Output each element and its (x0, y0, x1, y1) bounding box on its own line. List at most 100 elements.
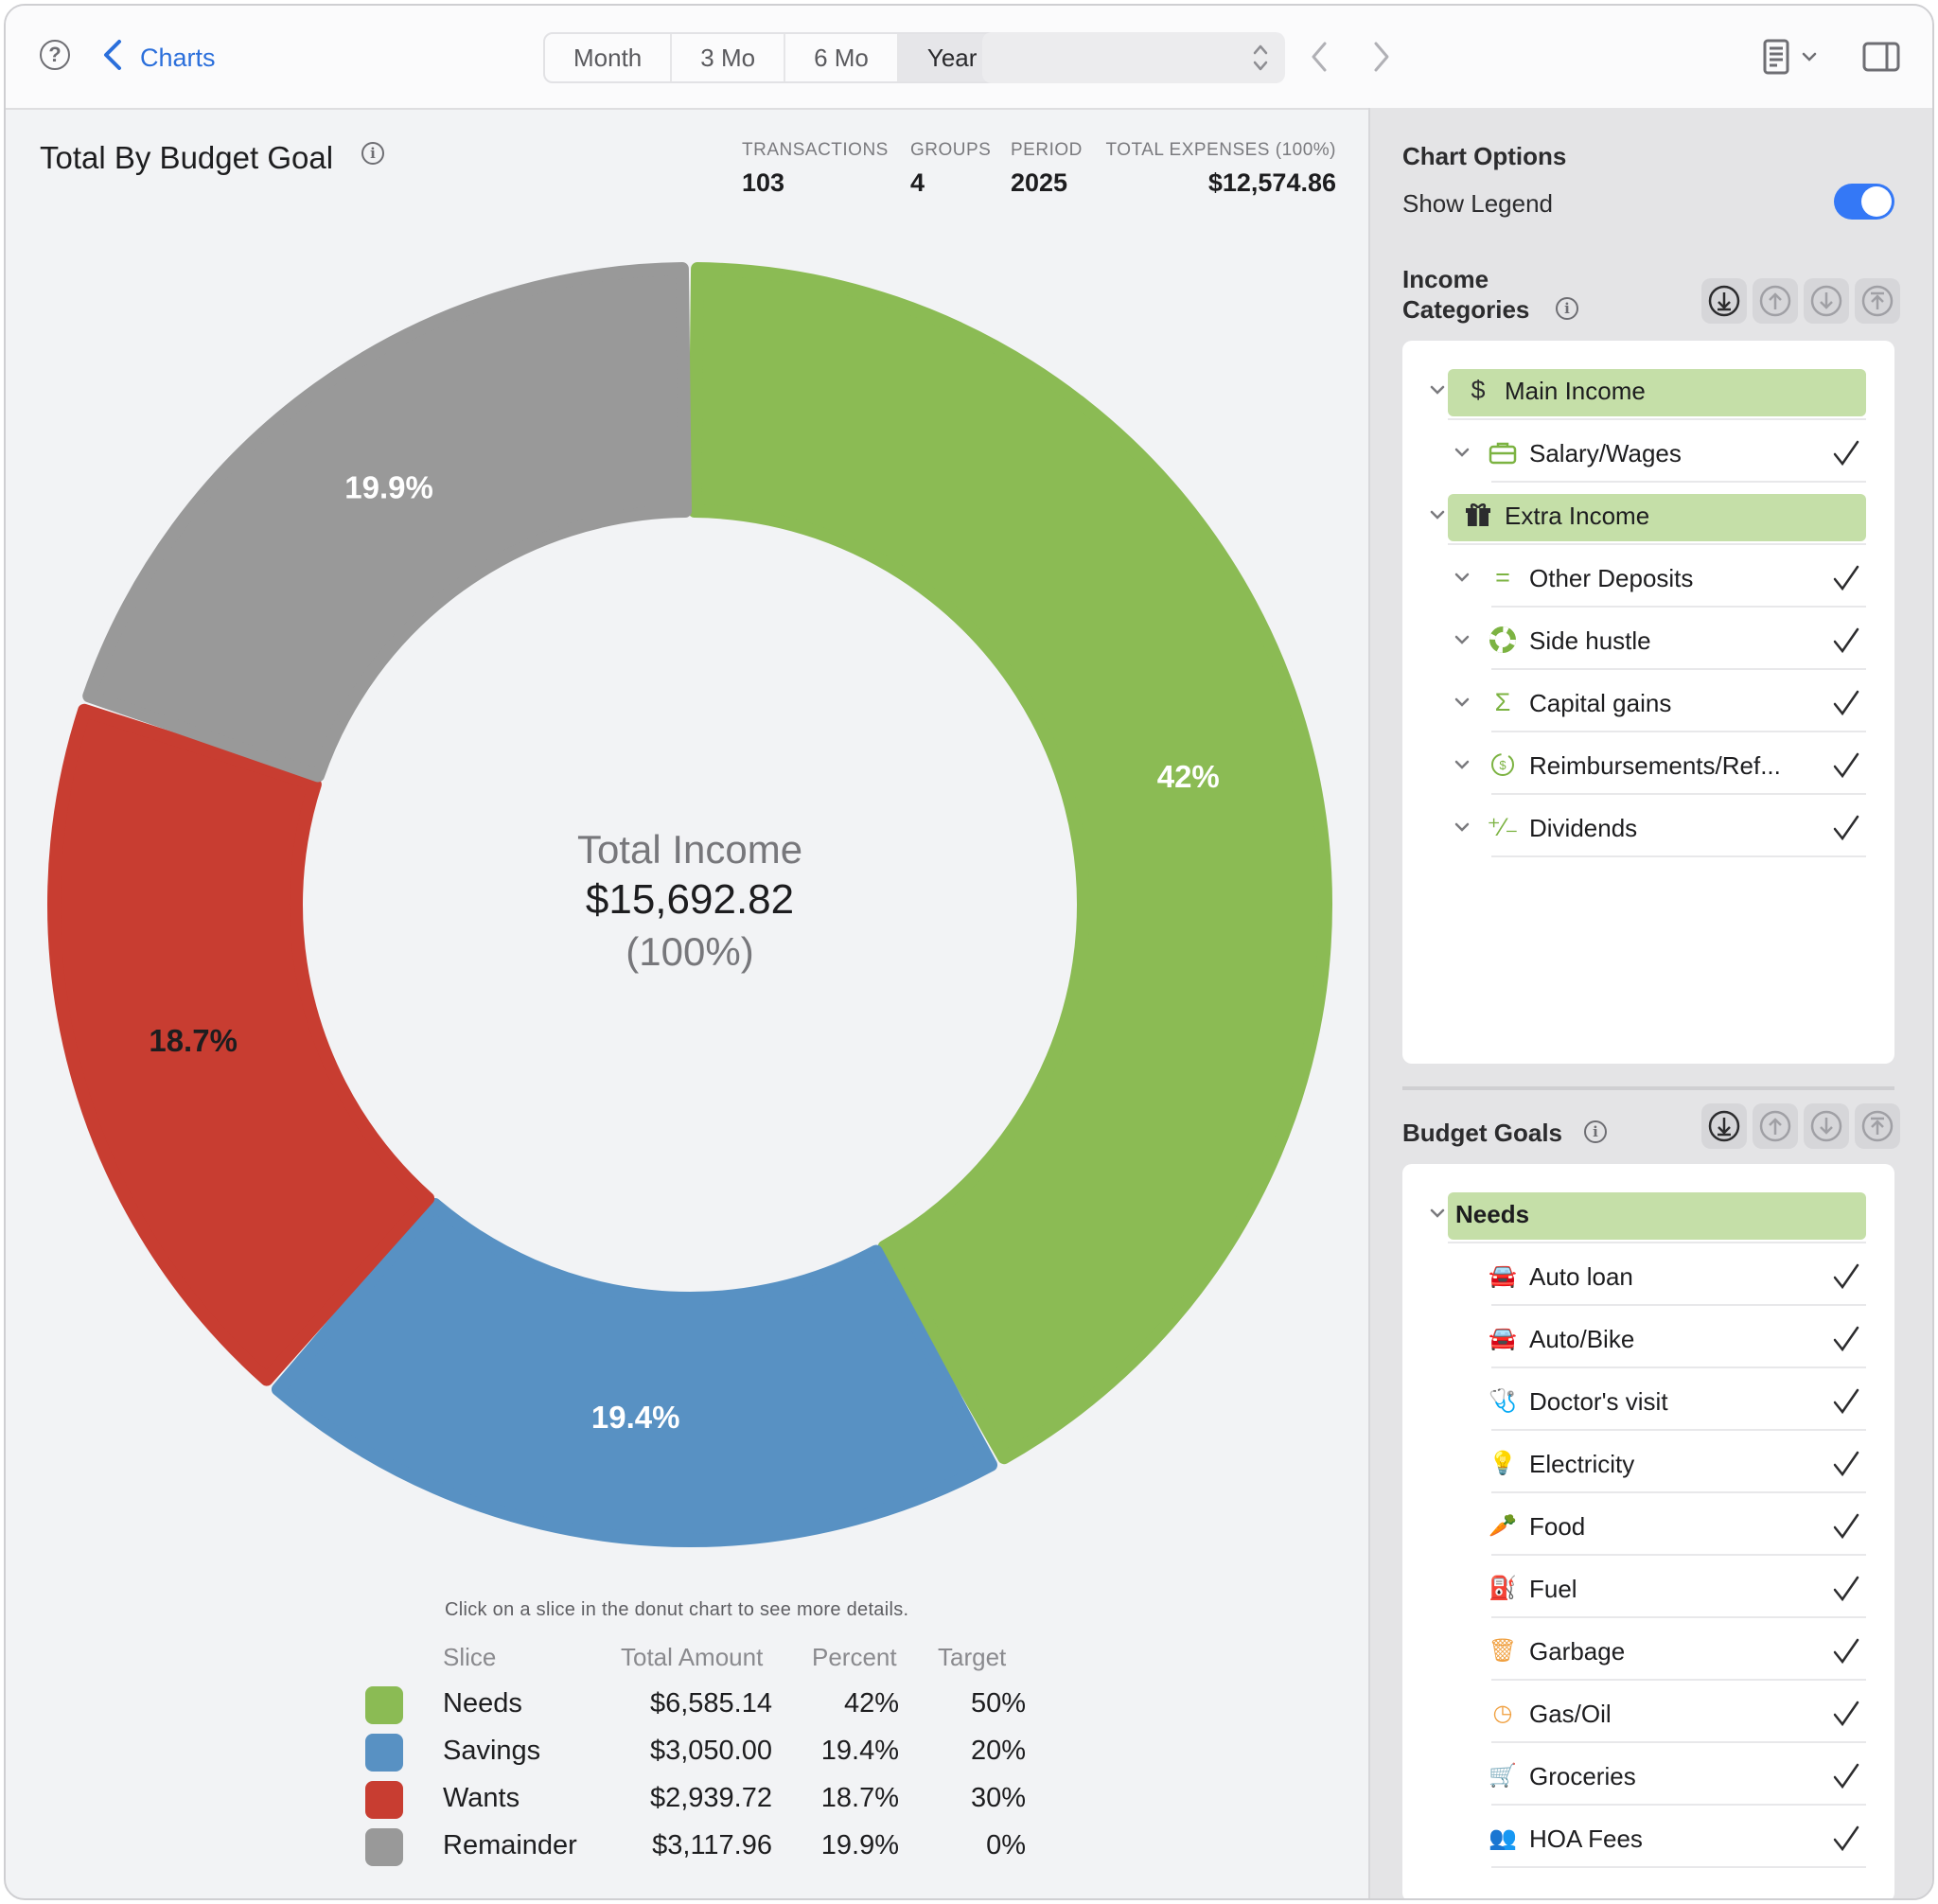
car-icon: 🚘 (1489, 1325, 1517, 1351)
list-item[interactable]: Salary/Wages (1402, 424, 1894, 483)
arrow-up-circle-icon (1759, 1110, 1791, 1142)
chevron-down-icon[interactable] (1454, 696, 1471, 708)
legend-target: 30% (970, 1783, 1026, 1813)
checkmark-icon[interactable] (1832, 1262, 1860, 1291)
item-label: Doctor's visit (1529, 1387, 1668, 1416)
chevron-down-icon[interactable] (1454, 821, 1471, 833)
list-item[interactable]: 👥 HOA Fees (1402, 1809, 1894, 1868)
checkmark-icon[interactable] (1832, 689, 1860, 717)
info-icon[interactable]: i (361, 142, 384, 165)
list-item[interactable]: 🥕 Food (1402, 1497, 1894, 1556)
list-item[interactable]: 🩺 Doctor's visit (1402, 1372, 1894, 1431)
expand-all-button[interactable] (1701, 278, 1747, 324)
item-label: Electricity (1529, 1450, 1635, 1478)
document-icon[interactable] (1762, 38, 1790, 76)
list-item[interactable]: Side hustle (1402, 611, 1894, 670)
checkmark-icon[interactable] (1832, 1637, 1860, 1666)
expand-all-button[interactable] (1701, 1103, 1747, 1149)
checkmark-icon[interactable] (1832, 1762, 1860, 1790)
info-icon[interactable]: i (1584, 1120, 1607, 1143)
stat-value: 103 (742, 168, 785, 197)
donut-slice-wants[interactable] (47, 703, 435, 1386)
chevron-left-icon[interactable] (100, 38, 127, 72)
list-item[interactable]: 🚘 Auto loan (1402, 1247, 1894, 1306)
move-up-button[interactable] (1753, 278, 1798, 324)
list-item[interactable]: ◷ Gas/Oil (1402, 1684, 1894, 1743)
item-label: Gas/Oil (1529, 1700, 1612, 1728)
stat-period: PERIOD 2025 (1011, 140, 1083, 198)
legend-row-needs[interactable]: Needs $6,585.14 42% 50% (365, 1683, 1028, 1728)
list-item[interactable]: 💡 Electricity (1402, 1435, 1894, 1493)
segment-month[interactable]: Month (545, 34, 673, 81)
info-icon[interactable]: i (1556, 297, 1578, 320)
chevron-down-icon[interactable] (1800, 49, 1819, 64)
list-item[interactable]: 🛒 Groceries (1402, 1747, 1894, 1806)
stethoscope-icon: 🩺 (1489, 1387, 1517, 1414)
list-item[interactable]: Σ Capital gains (1402, 674, 1894, 732)
item-label: Other Deposits (1529, 564, 1694, 592)
checkmark-icon[interactable] (1832, 1325, 1860, 1353)
segment-3-mo[interactable]: 3 Mo (672, 34, 786, 81)
checkmark-icon[interactable] (1832, 814, 1860, 842)
checkmark-icon[interactable] (1832, 751, 1860, 780)
donut-slice-remainder[interactable] (82, 262, 693, 783)
lightbulb-icon: 💡 (1489, 1450, 1517, 1476)
row-separator (1491, 606, 1866, 608)
legend-row-savings[interactable]: Savings $3,050.00 19.4% 20% (365, 1730, 1028, 1775)
checkmark-icon[interactable] (1832, 1575, 1860, 1603)
back-to-charts-link[interactable]: Charts (140, 44, 216, 72)
move-up-button[interactable] (1753, 1103, 1798, 1149)
period-select[interactable] (982, 32, 1285, 83)
sidebar-toggle-icon[interactable] (1862, 42, 1900, 72)
checkmark-icon[interactable] (1832, 1387, 1860, 1416)
next-period-icon[interactable] (1368, 40, 1393, 74)
checkmark-icon[interactable] (1832, 1450, 1860, 1478)
list-item[interactable]: $ Reimbursements/Ref... (1402, 736, 1894, 795)
chevron-down-icon[interactable] (1429, 509, 1446, 520)
group-highlight (1448, 1192, 1866, 1240)
row-separator (1491, 1804, 1866, 1806)
move-top-button[interactable] (1855, 1103, 1900, 1149)
list-item[interactable]: ⁺⁄₋ Dividends (1402, 799, 1894, 857)
list-item[interactable]: 🚘 Auto/Bike (1402, 1310, 1894, 1368)
donut-slice-savings[interactable] (271, 1198, 998, 1547)
help-icon[interactable]: ? (40, 40, 70, 70)
legend-total: $2,939.72 (649, 1783, 772, 1813)
checkmark-icon[interactable] (1832, 564, 1860, 592)
previous-period-icon[interactable] (1308, 40, 1332, 74)
checkmark-icon[interactable] (1832, 1700, 1860, 1728)
move-down-button[interactable] (1804, 1103, 1849, 1149)
move-down-button[interactable] (1804, 278, 1849, 324)
donut-slice-needs[interactable] (687, 262, 1333, 1465)
list-group-row[interactable]: $ Main Income (1402, 361, 1894, 420)
checkmark-icon[interactable] (1832, 1825, 1860, 1853)
list-group-row[interactable]: Needs (1402, 1185, 1894, 1243)
checkmark-icon[interactable] (1832, 439, 1860, 467)
list-item[interactable]: 🗑 Garbage (1402, 1622, 1894, 1681)
legend-total: $3,050.00 (649, 1736, 772, 1766)
list-group-row[interactable]: Extra Income (1402, 486, 1894, 545)
list-item[interactable]: ⛽ Fuel (1402, 1560, 1894, 1618)
move-top-button[interactable] (1855, 278, 1900, 324)
legend-total: $3,117.96 (652, 1830, 772, 1860)
chevron-down-icon[interactable] (1429, 1208, 1446, 1219)
chevron-down-icon[interactable] (1454, 759, 1471, 770)
legend-row-wants[interactable]: Wants $2,939.72 18.7% 30% (365, 1777, 1028, 1823)
stat-label: TOTAL EXPENSES (100%) (1105, 140, 1336, 160)
legend-header-target: Target (938, 1643, 1007, 1671)
checkmark-icon[interactable] (1832, 626, 1860, 655)
chevron-down-icon[interactable] (1454, 572, 1471, 583)
row-separator (1491, 731, 1866, 732)
checkmark-icon[interactable] (1832, 1512, 1860, 1541)
donut-slice-label: 19.9% (344, 470, 433, 505)
chevron-down-icon[interactable] (1454, 447, 1471, 458)
list-item[interactable]: = Other Deposits (1402, 549, 1894, 608)
chevron-down-icon[interactable] (1429, 384, 1446, 396)
item-label: Salary/Wages (1529, 439, 1682, 467)
chevron-down-icon[interactable] (1454, 634, 1471, 645)
legend-row-remainder[interactable]: Remainder $3,117.96 19.9% 0% (365, 1825, 1028, 1870)
stat-label: TRANSACTIONS (742, 140, 889, 160)
show-legend-toggle[interactable] (1834, 184, 1894, 220)
budget-goals-heading: Budget Goals (1402, 1119, 1563, 1147)
segment-6-mo[interactable]: 6 Mo (785, 34, 899, 81)
